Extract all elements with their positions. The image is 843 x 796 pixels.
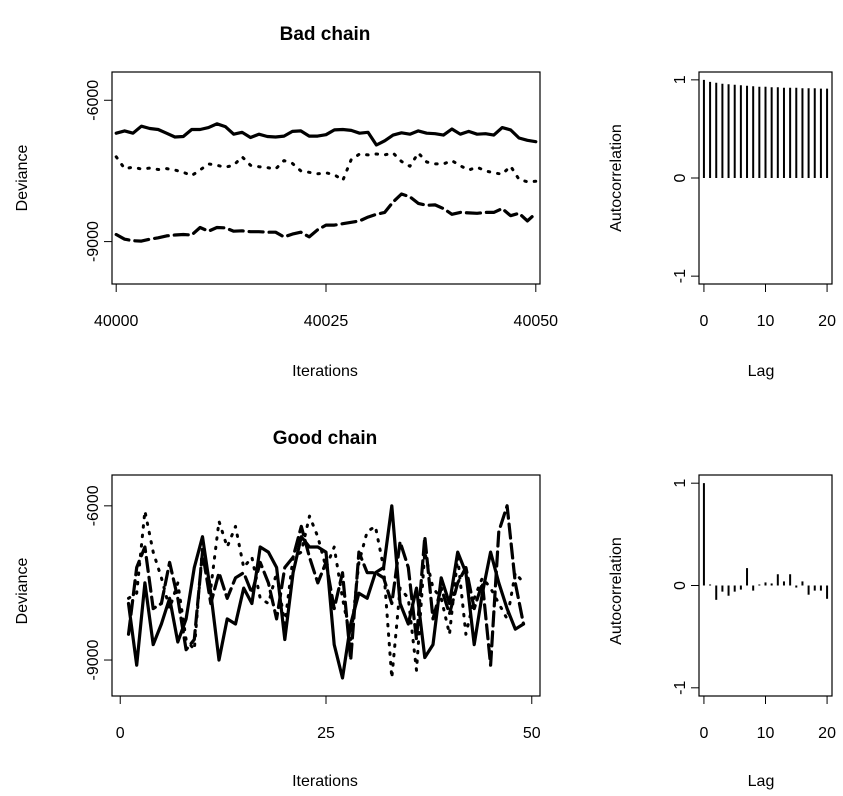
bad-trace-frame: [111, 71, 541, 285]
good-trace-ylabel: Deviance: [14, 558, 31, 625]
bad-acf-xlabel: Lag: [748, 363, 775, 380]
good-acf-xtick-label: 0: [699, 725, 708, 742]
bad-acf-ylabel: Autocorrelation: [608, 124, 625, 232]
good-acf-ytick-label: 1: [672, 479, 689, 488]
bad-trace-series-dashed: [114, 192, 538, 243]
good-trace-plot: 0 25 50 -6000 -9000: [85, 474, 541, 742]
good-acf-ylabel: Autocorrelation: [608, 537, 625, 645]
good-acf-xlabel: Lag: [748, 773, 775, 790]
good-acf-ytick-label: 0: [672, 581, 689, 590]
bad-trace-series-dotted: [114, 151, 538, 184]
good-trace-series-solid: [126, 504, 526, 680]
good-trace-ytick-label: -9000: [85, 639, 102, 680]
good-acf-xtick-label: 10: [757, 725, 775, 742]
bad-trace-ytick-label: -9000: [85, 221, 102, 262]
bad-acf-ytick-label: 0: [672, 173, 689, 182]
bad-acf-ytick-label: -1: [672, 269, 689, 283]
bad-trace-series-solid: [114, 122, 538, 147]
bad-acf-ytick-label: 1: [672, 75, 689, 84]
good-trace-title: Good chain: [273, 428, 378, 449]
bad-trace-xtick-label: 40050: [514, 313, 559, 330]
good-trace-series-dashed: [126, 504, 526, 667]
good-trace-ytick-label: -6000: [85, 485, 102, 526]
bad-trace-ylabel: Deviance: [14, 145, 31, 212]
bad-acf-xtick-label: 10: [757, 313, 775, 330]
good-trace-xtick-label: 25: [317, 725, 335, 742]
good-trace-xtick-label: 0: [116, 725, 125, 742]
bad-trace-title: Bad chain: [280, 24, 371, 45]
bad-trace-xlabel: Iterations: [292, 363, 358, 380]
bad-trace-ytick-label: -6000: [85, 80, 102, 121]
bad-trace-plot: 40000 40025 40050 -6000 -9000: [85, 71, 559, 330]
good-acf-ytick-label: -1: [672, 681, 689, 695]
good-trace-xtick-label: 50: [523, 725, 541, 742]
bad-trace-xtick-label: 40000: [94, 313, 139, 330]
good-trace-series-dotted: [127, 509, 525, 680]
bad-trace-xtick-label: 40025: [304, 313, 349, 330]
bad-acf-xtick-label: 0: [699, 313, 708, 330]
good-acf-xtick-label: 20: [818, 725, 836, 742]
bad-acf-xtick-label: 20: [818, 313, 836, 330]
good-trace-xlabel: Iterations: [292, 773, 358, 790]
